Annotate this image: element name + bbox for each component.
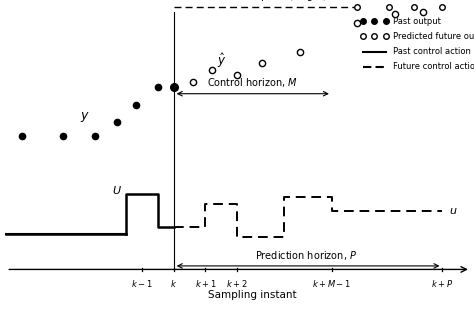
Text: Set point (target): Set point (target) <box>242 0 327 1</box>
Text: $\hat{y}$: $\hat{y}$ <box>217 51 226 71</box>
Text: $k-1$: $k-1$ <box>131 277 153 289</box>
Text: Sampling instant: Sampling instant <box>209 290 297 300</box>
Text: $u$: $u$ <box>449 206 457 216</box>
Text: $y$: $y$ <box>81 110 90 124</box>
Text: Control horizon, $M$: Control horizon, $M$ <box>207 76 298 89</box>
Text: Past output: Past output <box>393 17 441 26</box>
Text: $k+P$: $k+P$ <box>431 277 454 289</box>
Text: $k+2$: $k+2$ <box>226 277 248 289</box>
Text: $U$: $U$ <box>112 184 122 196</box>
Text: Predicted future output: Predicted future output <box>393 32 474 41</box>
Text: $k$: $k$ <box>170 277 177 289</box>
Text: Past control action: Past control action <box>393 47 471 56</box>
Text: Future control action: Future control action <box>393 62 474 71</box>
Text: Prediction horizon, $P$: Prediction horizon, $P$ <box>255 249 357 262</box>
Text: $k+M-1$: $k+M-1$ <box>312 277 351 289</box>
Text: $k+1$: $k+1$ <box>194 277 216 289</box>
